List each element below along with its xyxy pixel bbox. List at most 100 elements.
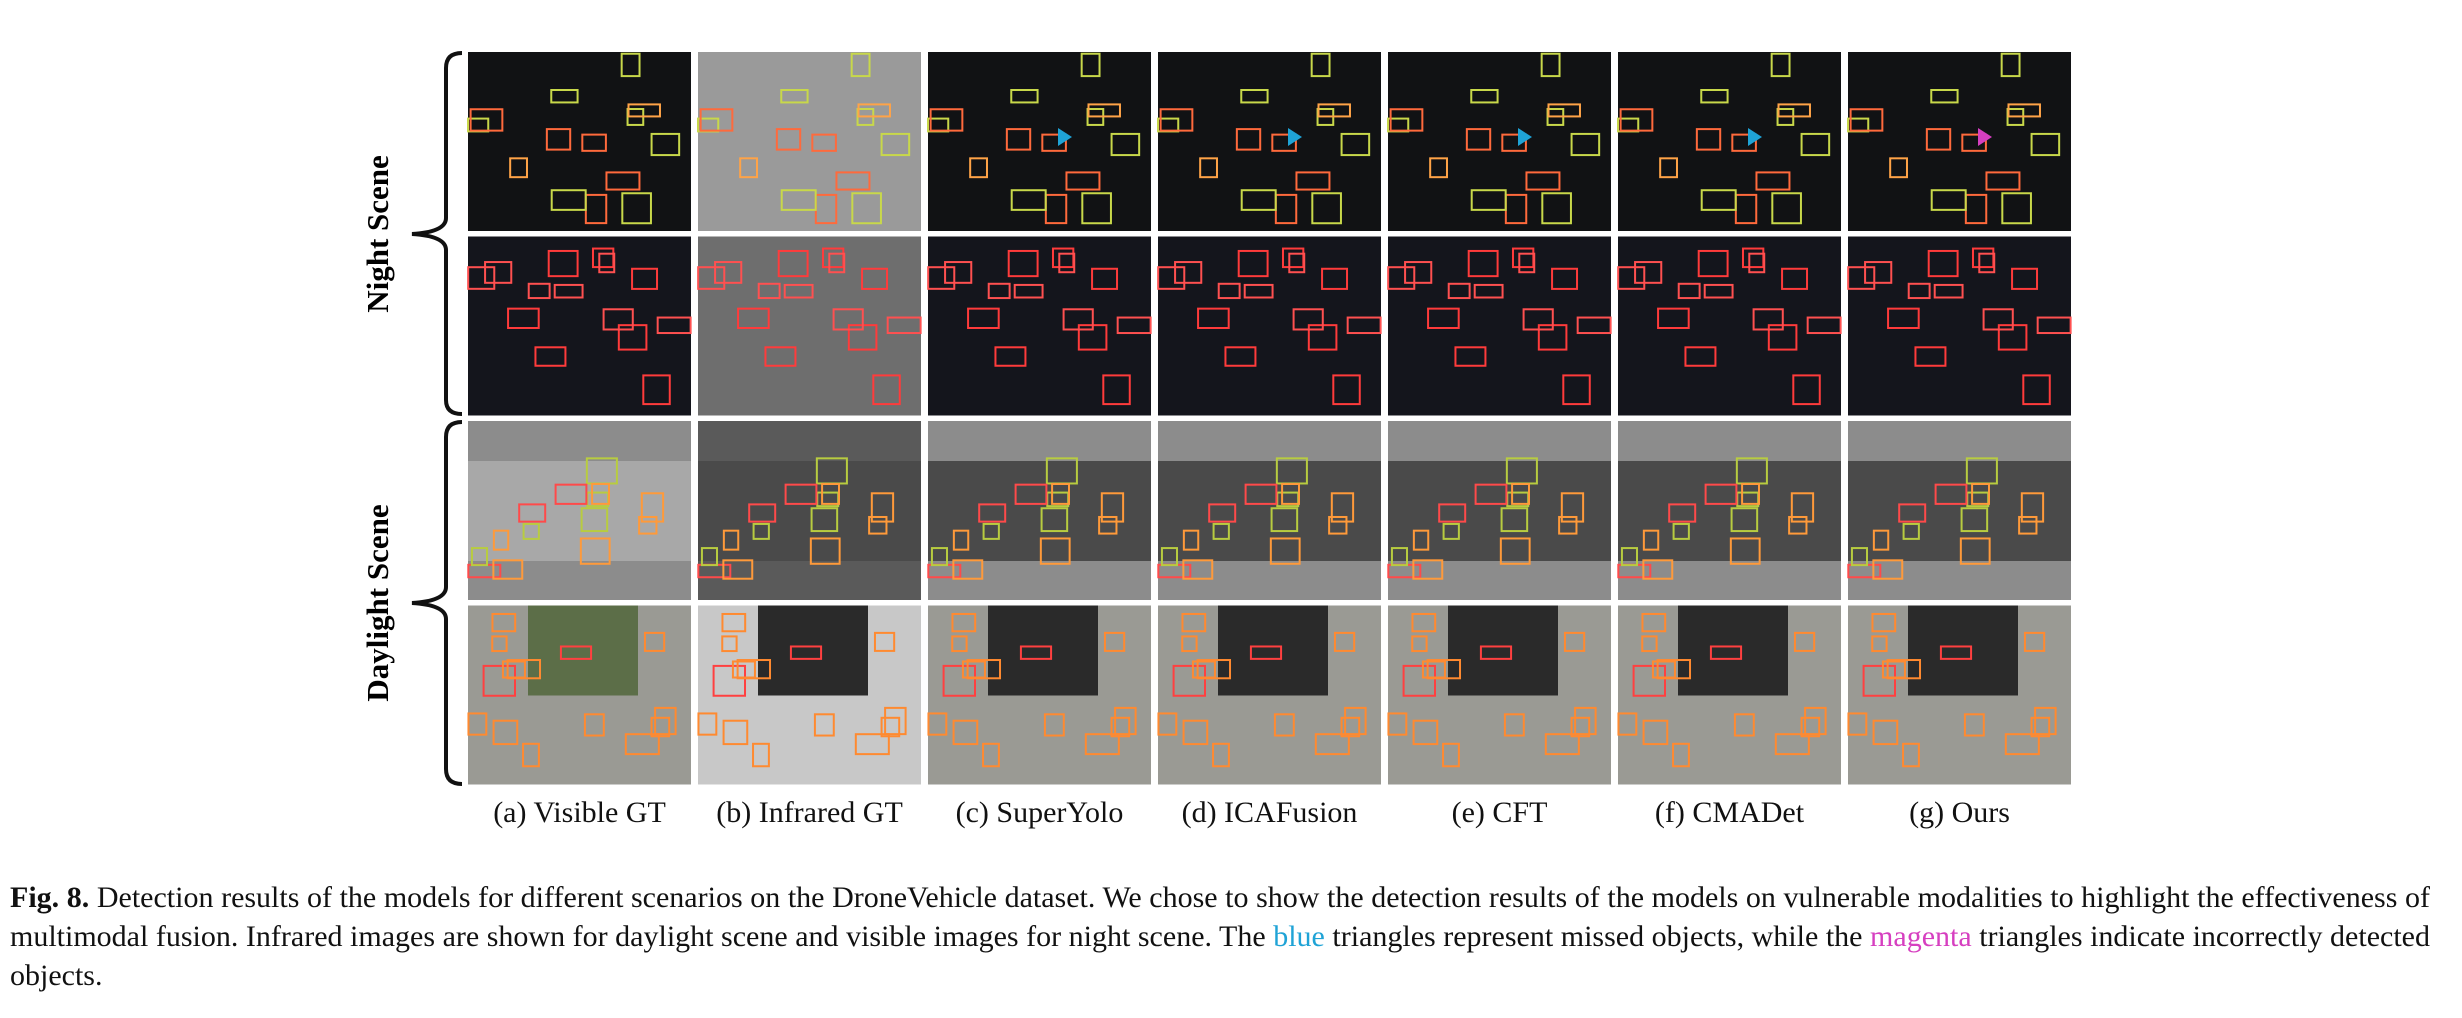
detection-box <box>1634 261 1663 284</box>
detection-box <box>1427 307 1460 329</box>
detection-box <box>2034 706 2057 736</box>
detection-box <box>1547 103 1581 118</box>
detection-box <box>1321 267 1349 290</box>
detection-box <box>1788 515 1808 535</box>
detection-box <box>1447 282 1471 300</box>
dark-area <box>1448 605 1558 696</box>
detection-box <box>700 547 719 567</box>
detection-box <box>1703 283 1734 299</box>
detection-box <box>784 483 818 505</box>
road <box>468 461 691 561</box>
detection-box <box>1240 189 1277 211</box>
detection-box <box>930 547 949 567</box>
detection-box <box>828 252 846 274</box>
detection-box <box>1402 664 1437 697</box>
image-panel <box>1848 52 2071 231</box>
detection-box <box>1914 346 1947 367</box>
detection-box <box>1062 308 1094 331</box>
detection-box <box>969 157 988 179</box>
column-label: (g) Ours <box>1909 796 2010 829</box>
detection-box <box>650 716 671 738</box>
dark-area <box>528 605 638 696</box>
detection-box <box>491 612 517 633</box>
detection-box <box>1454 346 1487 367</box>
image-panel <box>1158 236 1381 416</box>
detection-box <box>1065 171 1101 191</box>
road <box>698 461 921 561</box>
detection-box <box>1182 719 1209 746</box>
detection-box <box>1271 133 1297 152</box>
detection-box <box>809 537 841 565</box>
detection-box <box>789 645 823 660</box>
image-panel <box>468 236 691 416</box>
detection-box <box>509 157 528 179</box>
detection-box <box>780 189 817 211</box>
detection-box <box>1412 719 1439 746</box>
detection-box <box>1617 266 1646 290</box>
image-panel <box>698 236 921 416</box>
detection-box <box>1010 189 1047 211</box>
column-label: (a) Visible GT <box>493 796 666 829</box>
detection-box <box>1871 635 1888 653</box>
figure: Night Scene Daylight Scene (a) Visible G… <box>360 51 2072 829</box>
detection-box <box>605 171 641 191</box>
caption: Fig. 8. Detection results of the models … <box>10 878 2430 995</box>
detection-box <box>952 529 970 551</box>
detection-box <box>1390 547 1409 567</box>
detection-box <box>1619 108 1654 132</box>
road <box>1158 461 1381 561</box>
detection-box <box>1792 374 1821 406</box>
detection-box <box>1387 266 1416 290</box>
detection-box <box>579 537 611 565</box>
detection-box <box>1887 307 1920 329</box>
detection-box <box>2004 733 2040 756</box>
detection-box <box>1157 712 1178 736</box>
detection-box <box>1340 716 1361 738</box>
detection-box <box>1412 529 1430 551</box>
detection-box <box>731 660 756 679</box>
detection-box <box>1709 645 1743 660</box>
detection-box <box>1872 529 1890 551</box>
detection-box <box>810 507 839 533</box>
detection-box <box>851 192 882 225</box>
detection-box <box>1473 283 1504 299</box>
detection-box <box>638 515 658 535</box>
detection-box <box>1668 503 1697 523</box>
row-label: Night Scene <box>360 155 395 313</box>
detection-box <box>757 282 781 300</box>
detection-box <box>1346 316 1382 335</box>
detection-box <box>850 52 871 78</box>
detection-box <box>1470 189 1507 211</box>
detection-box <box>534 346 567 367</box>
detection-box <box>1110 132 1141 157</box>
detection-box <box>1501 133 1527 152</box>
detection-box <box>811 133 837 152</box>
detection-box <box>1404 261 1433 284</box>
detection-box <box>580 507 609 533</box>
detection-box <box>1191 660 1216 679</box>
detection-box <box>1642 719 1669 746</box>
detection-box <box>1570 716 1591 738</box>
caption-text: triangles indicate incorrectly detected … <box>10 920 2430 992</box>
detection-box <box>1576 316 1612 335</box>
detection-box <box>654 706 677 736</box>
detection-box <box>469 108 504 132</box>
detection-box <box>492 559 524 580</box>
detection-box <box>1389 108 1424 132</box>
detection-box <box>1847 266 1876 290</box>
detection-box <box>602 308 634 331</box>
detection-box <box>739 157 758 179</box>
detection-box <box>944 261 973 284</box>
detection-box <box>1907 282 1931 300</box>
detection-box <box>1570 132 1601 157</box>
detection-box <box>697 266 726 290</box>
detection-box <box>748 503 777 523</box>
detection-box <box>1212 522 1230 540</box>
detection-box <box>1729 537 1761 565</box>
detection-box <box>1235 128 1262 151</box>
detection-box <box>1800 716 1821 738</box>
image-panel <box>1618 236 1841 416</box>
detection-box <box>873 631 896 652</box>
detection-box <box>1560 492 1585 523</box>
detection-box <box>1862 664 1897 697</box>
